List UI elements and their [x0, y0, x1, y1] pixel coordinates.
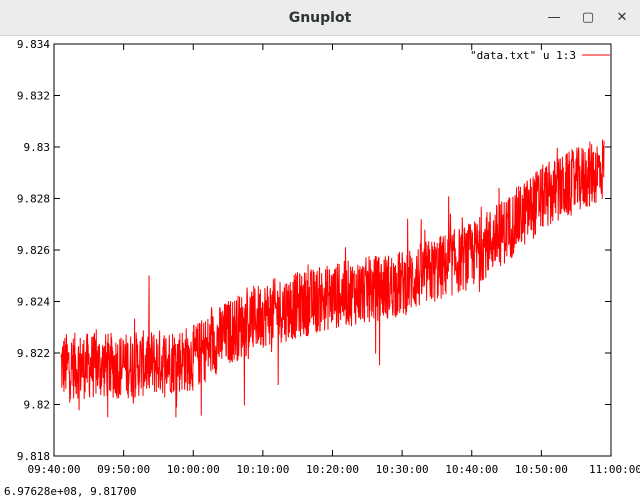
window-title: Gnuplot [288, 10, 352, 26]
title-bar[interactable]: Gnuplot — ▢ ✕ [0, 0, 640, 36]
plot-canvas[interactable]: 9.818 9.82 9.822 9.824 9.826 9.828 9.83 9.832 9.… [0, 36, 640, 484]
x-tick-label: 10:00:00 [167, 463, 220, 476]
x-tick-label: 10:20:00 [306, 463, 359, 476]
y-tick-label: 9.834 [17, 38, 50, 51]
status-bar: 6.97628e+08, 9.81700 [0, 484, 640, 500]
x-tick-label: 09:50:00 [97, 463, 150, 476]
y-tick-label: 9.82 [24, 399, 51, 412]
y-tick-label: 9.824 [17, 296, 50, 309]
x-tick-label: 09:40:00 [28, 463, 81, 476]
y-tick-label: 9.826 [17, 244, 50, 257]
maximize-button[interactable]: ▢ [581, 10, 595, 25]
close-button[interactable]: ✕ [616, 10, 628, 25]
coordinate-readout: 6.97628e+08, 9.81700 [4, 485, 137, 498]
plot-frame [53, 43, 612, 457]
x-tick-label: 10:10:00 [236, 463, 289, 476]
y-tick-label: 9.83 [24, 141, 51, 154]
y-tick-label: 9.822 [17, 347, 50, 360]
series-line [60, 139, 605, 418]
minimize-button[interactable]: — [547, 10, 561, 25]
line-chart[interactable]: 9.818 9.82 9.822 9.824 9.826 9.828 9.83 9.832 9.… [0, 36, 640, 484]
x-tick-label: 10:40:00 [445, 463, 498, 476]
legend-label: "data.txt" u 1:3 [470, 49, 576, 62]
x-tick-label: 11:00:00 [589, 463, 640, 476]
y-tick-label: 9.832 [17, 90, 50, 103]
x-tick-label: 10:30:00 [376, 463, 429, 476]
y-tick-label: 9.818 [17, 450, 50, 463]
x-tick-label: 10:50:00 [515, 463, 568, 476]
y-tick-label: 9.828 [17, 193, 50, 206]
